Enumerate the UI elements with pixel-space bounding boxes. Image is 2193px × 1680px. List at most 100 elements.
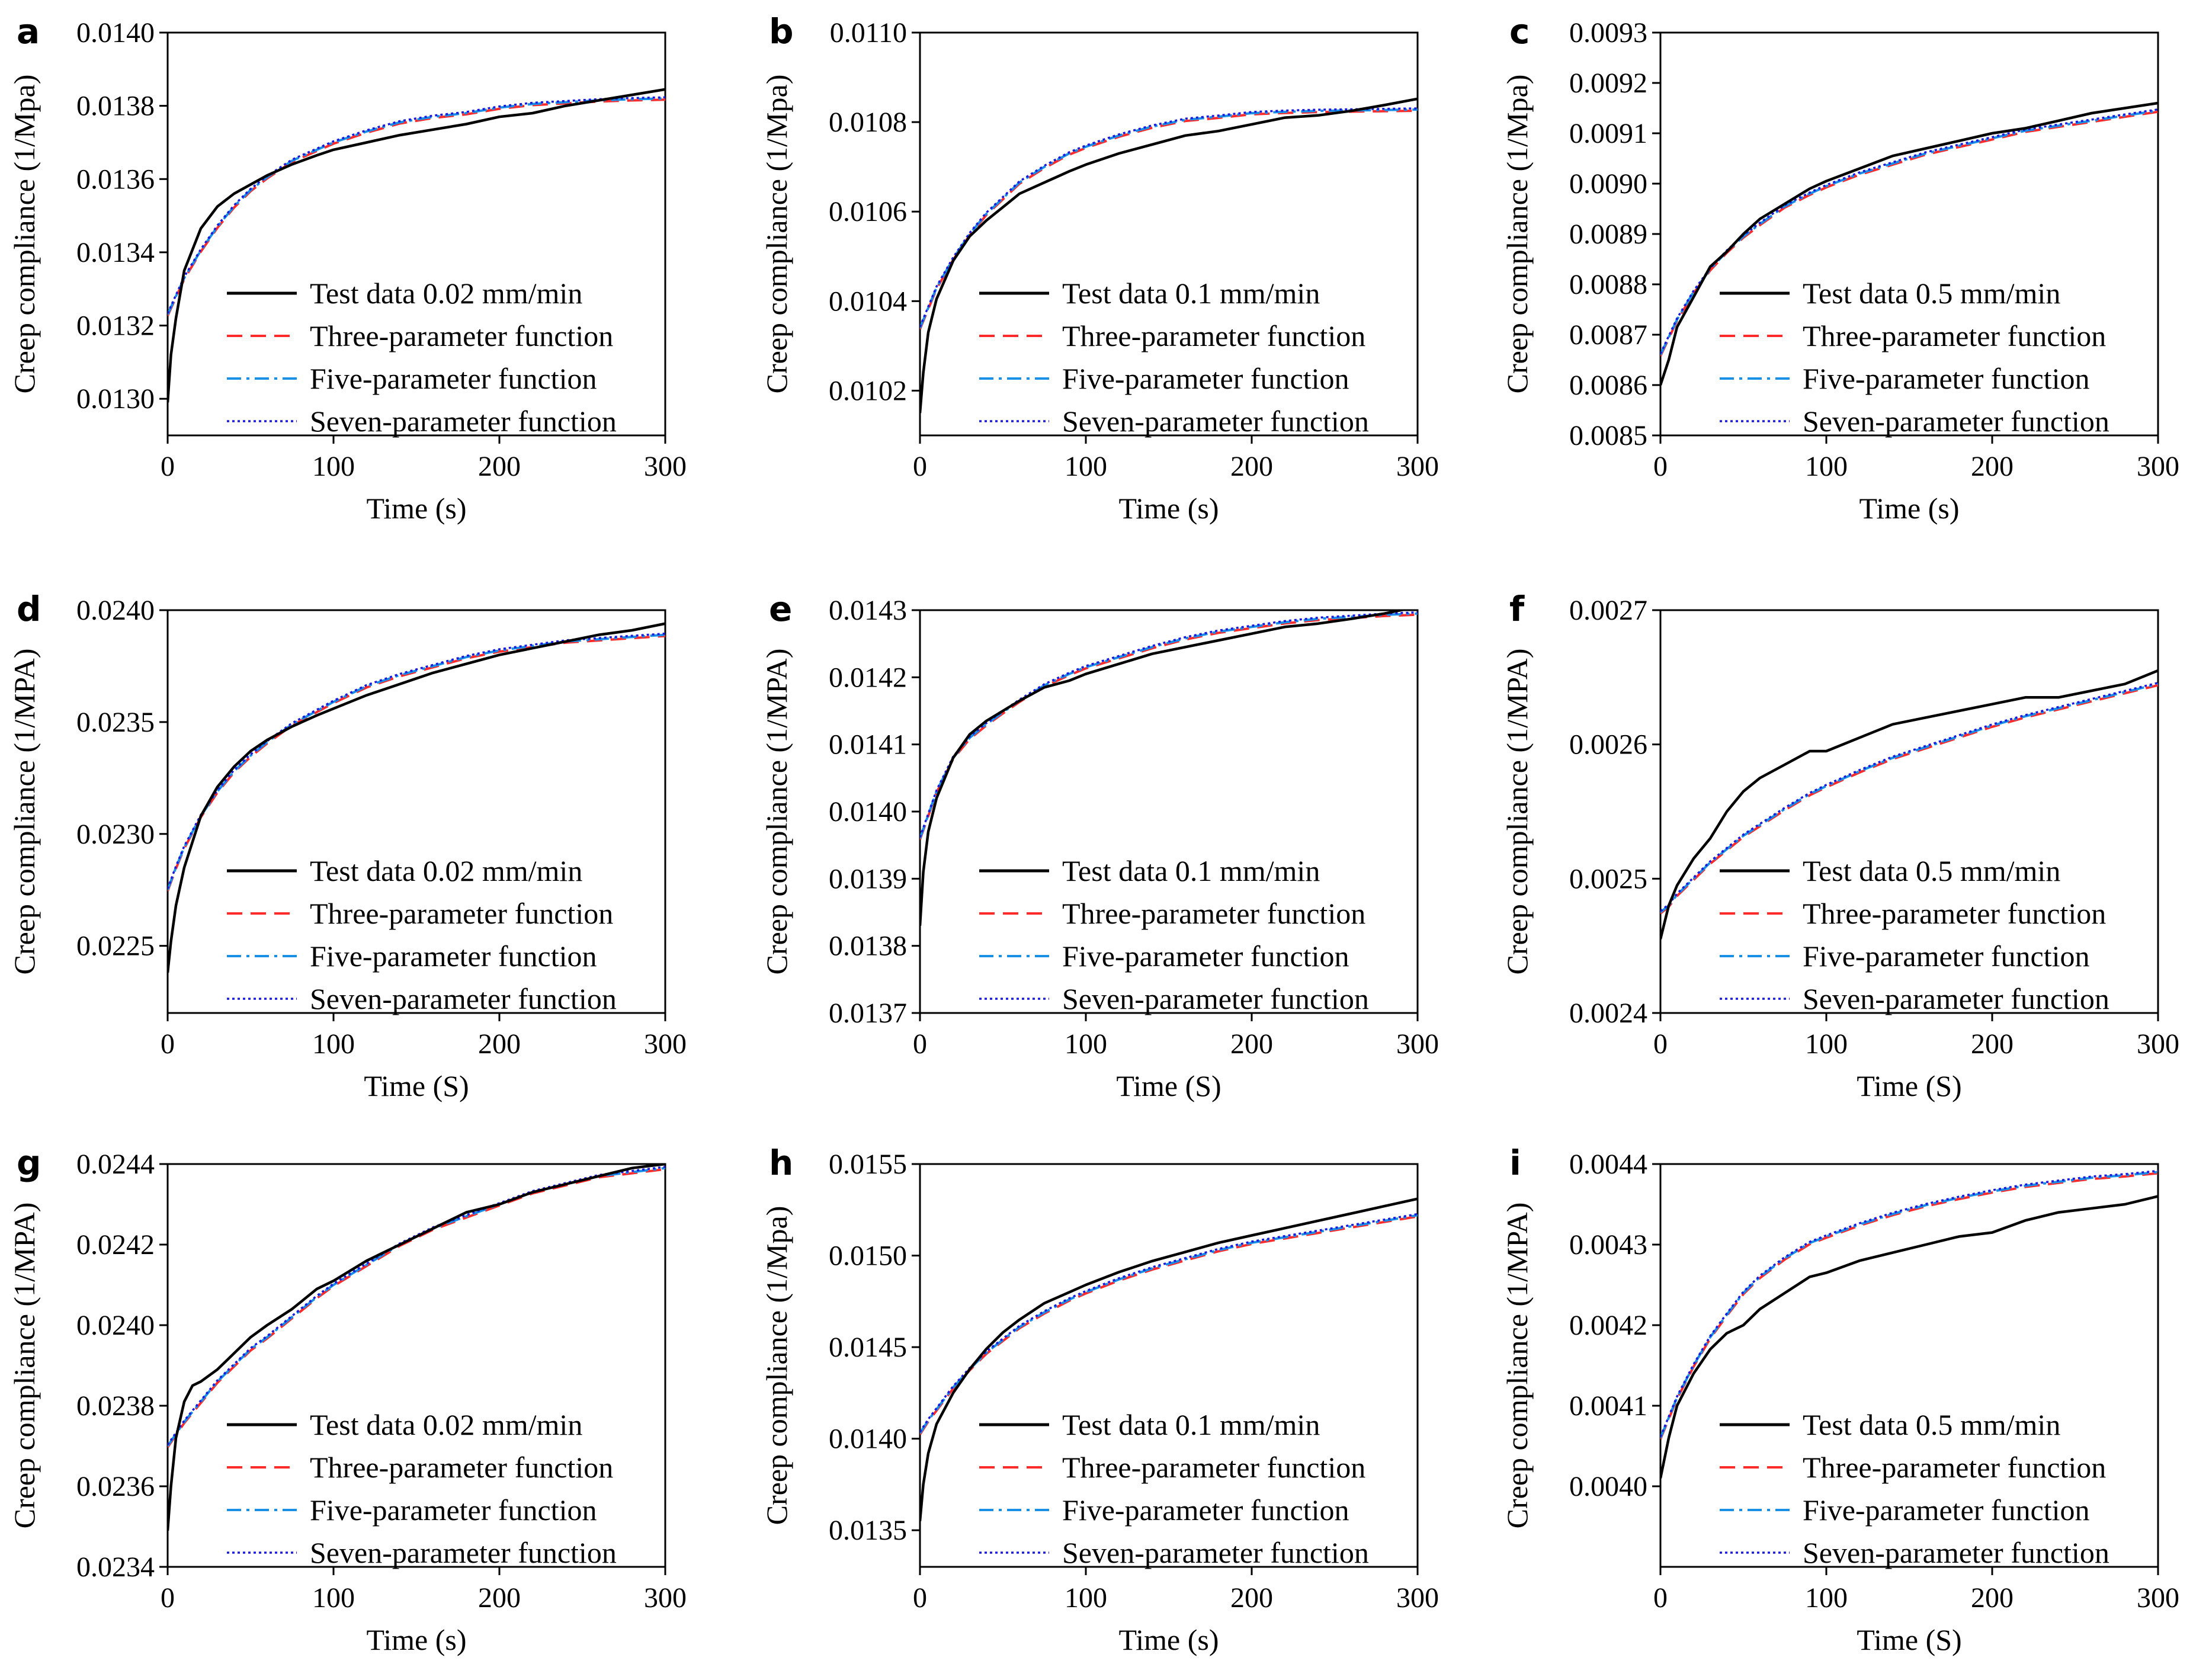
legend-label: Three-parameter function (310, 319, 613, 352)
legend-label: Seven-parameter function (1803, 1536, 2109, 1569)
x-tick-label: 200 (478, 451, 521, 482)
y-tick-label: 0.0024 (1569, 998, 1647, 1029)
plot-frame (1659, 1163, 2159, 1568)
series-seven-parameter (168, 632, 665, 889)
series-test-data (1660, 669, 2158, 940)
y-tick-label: 0.0132 (76, 310, 155, 342)
chart-panel-h: h 0 100 200 300 0.0135 0.0140 0.0145 0.0150 0.015… (760, 1143, 1439, 1656)
x-tick-label: 200 (1971, 1582, 2014, 1614)
y-tick-label: 0.0240 (76, 1310, 155, 1341)
y-tick-label: 0.0140 (76, 17, 155, 49)
y-tick-label: 0.0238 (76, 1390, 155, 1422)
legend-label: Test data 0.5 mm/min (1803, 1408, 2060, 1441)
y-tick-label: 0.0110 (830, 17, 907, 49)
plot-frame (919, 1163, 1419, 1568)
y-tick-label: 0.0138 (76, 91, 155, 122)
chart-panel-c: c 0 100 200 300 0.0085 0.0086 0.0087 0.0088 0.008… (1501, 11, 2179, 525)
chart-panel-b: b 0 100 200 300 0.0102 0.0104 0.0106 0.0108 0.011… (760, 11, 1439, 525)
series-three-parameter (920, 1215, 1418, 1435)
x-tick-label: 0 (1653, 1582, 1668, 1614)
legend-label: Test data 0.02 mm/min (310, 1408, 582, 1441)
y-axis-title: Creep compliance (1/MPA) (8, 649, 41, 975)
series-test-data (920, 610, 1408, 926)
plot-frame (1659, 609, 2159, 1014)
x-tick-label: 300 (644, 1028, 687, 1060)
y-tick-label: 0.0140 (829, 1423, 907, 1455)
series-three-parameter (920, 613, 1418, 840)
x-tick-label: 200 (1230, 1582, 1273, 1614)
x-tick-label: 100 (1805, 1028, 1848, 1060)
x-tick-label: 0 (161, 1582, 175, 1614)
chart-panel-d: d 0 100 200 300 0.0225 0.0230 0.0235 0.0240 Time … (8, 589, 687, 1102)
chart-panel-f: f 0 100 200 300 0.0024 0.0025 0.0026 0.0027 Time … (1501, 589, 2179, 1102)
panel-letter: h (769, 1143, 793, 1183)
legend-label: Seven-parameter function (1803, 982, 2109, 1015)
series-seven-parameter (1660, 108, 2158, 354)
series-group (168, 1164, 665, 1531)
x-axis-title: Time (s) (1118, 1623, 1219, 1656)
x-tick-label: 300 (2137, 451, 2179, 482)
y-tick-label: 0.0043 (1569, 1229, 1647, 1261)
series-group (920, 1197, 1418, 1521)
series-group (168, 88, 665, 403)
series-group (168, 622, 665, 973)
legend-label: Five-parameter function (1803, 940, 2090, 973)
x-tick-label: 300 (1396, 1028, 1439, 1060)
series-seven-parameter (168, 96, 665, 314)
y-tick-label: 0.0142 (829, 662, 907, 693)
legend-label: Test data 0.1 mm/min (1062, 277, 1320, 310)
x-axis-title: Time (S) (1857, 1069, 1961, 1102)
x-tick-label: 300 (1396, 451, 1439, 482)
y-tick-label: 0.0130 (76, 383, 155, 415)
series-test-data (168, 1164, 665, 1531)
x-tick-label: 200 (478, 1028, 521, 1060)
y-tick-label: 0.0086 (1569, 370, 1647, 401)
x-tick-label: 0 (161, 451, 175, 482)
panel-letter: b (769, 11, 794, 52)
x-tick-label: 100 (1065, 451, 1107, 482)
y-tick-label: 0.0044 (1569, 1149, 1647, 1180)
panel-letter: g (17, 1143, 41, 1183)
series-group (1660, 101, 2158, 386)
legend-label: Seven-parameter function (310, 1536, 617, 1569)
legend: Test data 0.02 mm/min Three-parameter fun… (227, 1408, 617, 1569)
legend-label: Seven-parameter function (1062, 982, 1369, 1015)
y-tick-label: 0.0244 (76, 1149, 155, 1180)
series-test-data (1660, 1195, 2158, 1479)
legend-label: Five-parameter function (1062, 940, 1349, 973)
x-tick-label: 300 (644, 451, 687, 482)
y-tick-label: 0.0137 (829, 998, 907, 1029)
series-group (920, 610, 1418, 926)
series-three-parameter (1660, 684, 2158, 915)
x-tick-label: 100 (1805, 451, 1848, 482)
series-seven-parameter (920, 107, 1418, 328)
legend-label: Test data 0.02 mm/min (310, 277, 582, 310)
legend-label: Three-parameter function (310, 1451, 613, 1484)
legend: Test data 0.1 mm/min Three-parameter func… (979, 277, 1369, 438)
y-tick-label: 0.0138 (829, 931, 907, 962)
legend-label: Test data 0.1 mm/min (1062, 1408, 1320, 1441)
x-tick-label: 300 (1396, 1582, 1439, 1614)
legend-label: Test data 0.5 mm/min (1803, 277, 2060, 310)
legend-label: Five-parameter function (310, 940, 597, 973)
legend-label: Test data 0.1 mm/min (1062, 854, 1320, 887)
y-tick-label: 0.0025 (1569, 863, 1647, 894)
legend-label: Three-parameter function (1062, 897, 1365, 930)
y-axis-title: Creep compliance (1/MPA) (8, 1203, 41, 1529)
series-five-parameter (168, 1166, 665, 1447)
x-axis-title: Time (s) (1859, 492, 1959, 525)
y-tick-label: 0.0090 (1569, 168, 1647, 200)
chart-panel-i: i 0 100 200 300 0.0040 0.0041 0.0042 0.0043 0.004… (1501, 1143, 2179, 1656)
series-seven-parameter (168, 1166, 665, 1445)
plot-frame (166, 1163, 666, 1568)
series-three-parameter (168, 98, 665, 316)
y-tick-label: 0.0042 (1569, 1310, 1647, 1341)
x-tick-label: 100 (1805, 1582, 1848, 1614)
y-tick-label: 0.0108 (829, 107, 907, 138)
x-tick-label: 200 (478, 1582, 521, 1614)
y-tick-label: 0.0085 (1569, 420, 1647, 451)
y-axis-title: Creep compliance (1/Mpa) (8, 75, 41, 394)
x-tick-label: 0 (161, 1028, 175, 1060)
series-group (1660, 669, 2158, 940)
series-group (1660, 1169, 2158, 1479)
